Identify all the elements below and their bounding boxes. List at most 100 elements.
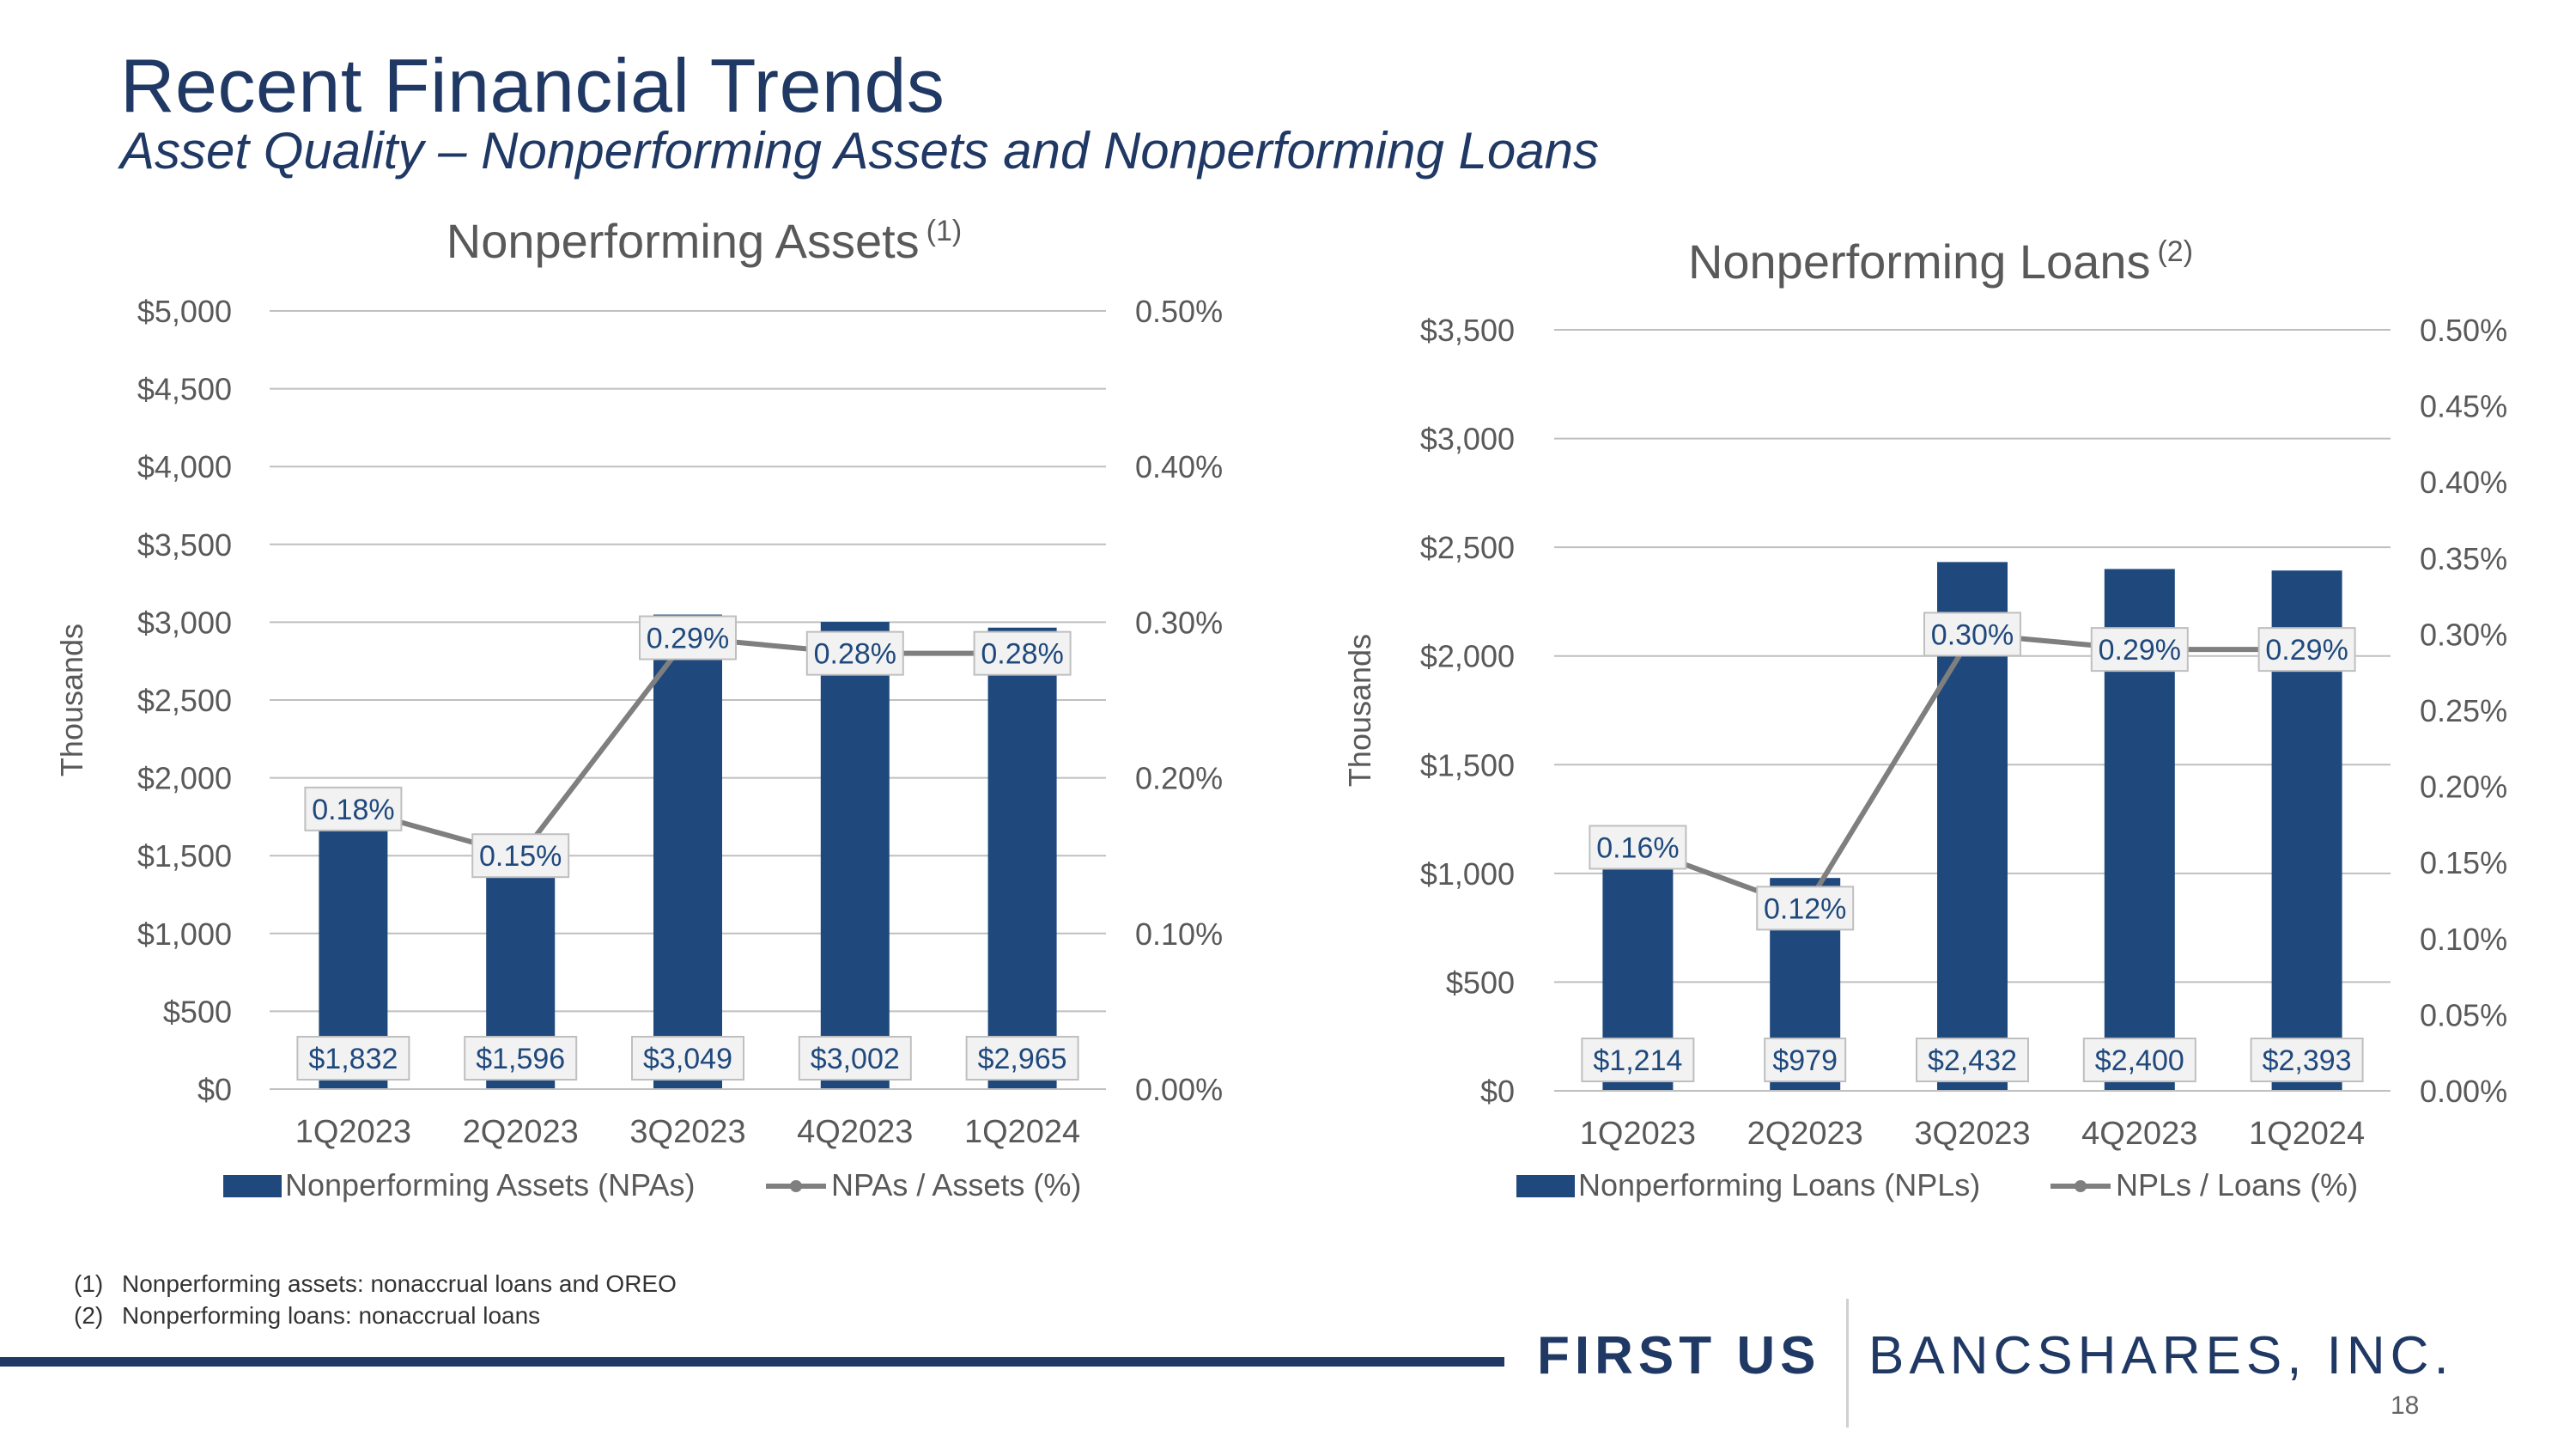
y-axis-title: Thousands <box>54 624 89 776</box>
y2-tick-label: 0.20% <box>1135 761 1223 796</box>
footnote-text: Nonperforming assets: nonaccrual loans a… <box>122 1270 677 1297</box>
y2-tick-label: 0.20% <box>2420 770 2507 805</box>
npa-chart: Nonperforming Assets (1) $0 $500 $1,000 $1,50… <box>54 214 1223 1202</box>
y-tick-label: $3,500 <box>1420 313 1515 348</box>
npl-chart: Nonperforming Loans (2) $0 $500 $1,000 $1,500… <box>1342 234 2507 1202</box>
y2-tick-label: 0.10% <box>2420 922 2507 957</box>
legend-line-marker <box>2075 1180 2087 1192</box>
ratio-data-label: 0.15% <box>479 840 562 873</box>
y2-tick-label: 0.50% <box>1135 294 1223 329</box>
bar <box>987 627 1057 1089</box>
y-tick-label: $1,000 <box>1420 856 1515 892</box>
x-tick-label: 4Q2023 <box>2081 1116 2197 1152</box>
chart-title-note: (1) <box>927 215 963 247</box>
y-tick-label: $500 <box>163 994 232 1029</box>
y2-tick-label: 0.45% <box>2420 389 2507 424</box>
bar-data-label-box <box>2082 1038 2196 1082</box>
y-tick-label: $2,000 <box>137 761 232 796</box>
chart-title: Nonperforming Assets (1) <box>447 214 962 268</box>
bar-data-label: $3,002 <box>811 1043 900 1075</box>
footnotes: (1) Nonperforming assets: nonaccrual loan… <box>74 1268 677 1331</box>
logo-separator <box>1846 1299 1849 1428</box>
bar-data-label-box <box>2250 1038 2364 1082</box>
bar-data-label-box <box>1764 1038 1847 1082</box>
bar-data-label-box <box>464 1036 578 1081</box>
ratio-data-label: 0.28% <box>814 638 896 671</box>
y2-tick-label: 0.30% <box>2420 617 2507 652</box>
y2-tick-label: 0.30% <box>1135 605 1223 640</box>
chart-title-note: (2) <box>2157 235 2193 268</box>
legend-bar-label: Nonperforming Assets (NPAs) <box>285 1167 696 1202</box>
ratio-data-label-box <box>805 630 904 676</box>
bar-data-label: $2,400 <box>2095 1044 2184 1077</box>
legend-line-marker <box>790 1180 802 1192</box>
y2-tick-label: 0.50% <box>2420 313 2507 348</box>
footnote-1: (1) Nonperforming assets: nonaccrual loan… <box>74 1268 677 1300</box>
y-tick-label: $2,500 <box>1420 530 1515 565</box>
bar-data-label-box <box>1581 1038 1695 1082</box>
y-tick-label: $1,500 <box>1420 747 1515 782</box>
ratio-data-label: 0.18% <box>312 794 394 826</box>
y2-tick-label: 0.40% <box>1135 449 1223 484</box>
chart-title: Nonperforming Loans (2) <box>1688 234 2193 289</box>
chart-title-text: Nonperforming Assets <box>447 214 920 268</box>
y2-tick-label: 0.10% <box>1135 916 1223 952</box>
page-number: 18 <box>2391 1391 2420 1420</box>
bar-data-label-box <box>296 1036 410 1081</box>
x-tick-label: 2Q2023 <box>1747 1116 1863 1152</box>
y2-tick-label: 0.00% <box>2420 1074 2507 1109</box>
x-tick-label: 4Q2023 <box>797 1114 913 1150</box>
bar-data-label-box <box>965 1036 1079 1081</box>
y-tick-label: $1,500 <box>137 838 232 874</box>
legend-line-label: NPAs / Assets (%) <box>831 1167 1081 1202</box>
y-tick-label: $4,500 <box>137 372 232 407</box>
y2-tick-label: 0.35% <box>2420 541 2507 576</box>
ratio-data-label-box <box>639 615 737 661</box>
y-axis-title: Thousands <box>1342 634 1377 787</box>
y-tick-label: $2,500 <box>137 683 232 718</box>
bar <box>820 622 890 1089</box>
page-title: Recent Financial Trends <box>120 43 945 128</box>
chart-title-text: Nonperforming Loans <box>1688 234 2151 289</box>
y2-tick-label: 0.15% <box>2420 845 2507 880</box>
bar-data-label-box <box>631 1036 744 1081</box>
legend-bar-swatch <box>1516 1175 1575 1197</box>
ratio-data-label: 0.29% <box>647 623 729 655</box>
logo-bancshares: BANCSHARES, INC. <box>1868 1326 2454 1385</box>
ratio-data-label: 0.29% <box>2265 634 2348 667</box>
bar-data-label-box <box>798 1036 912 1081</box>
ratio-data-label-box <box>304 786 403 831</box>
y2-tick-label: 0.00% <box>1135 1072 1223 1107</box>
bar-data-label: $2,393 <box>2263 1044 2352 1077</box>
x-tick-label: 3Q2023 <box>1914 1116 2030 1152</box>
footnote-number: (1) <box>74 1270 104 1297</box>
y-tick-label: $3,000 <box>137 605 232 640</box>
x-tick-label: 3Q2023 <box>629 1114 745 1150</box>
y-tick-label: $4,000 <box>137 449 232 484</box>
legend-bar-swatch <box>223 1175 282 1197</box>
bar-data-label: $2,965 <box>978 1043 1067 1075</box>
y-tick-label: $0 <box>197 1072 232 1107</box>
x-tick-label: 1Q2023 <box>1580 1116 1696 1152</box>
ratio-data-label-box <box>2090 627 2189 673</box>
y-tick-label: $3,000 <box>1420 422 1515 457</box>
y-tick-label: $3,500 <box>137 527 232 563</box>
legend-bar-label: Nonperforming Loans (NPLs) <box>1578 1167 1980 1202</box>
logo-first-us: FIRST US <box>1537 1326 1821 1385</box>
ratio-data-label-box <box>1756 886 1855 931</box>
ratio-data-label: 0.16% <box>1596 831 1679 864</box>
ratio-data-label-box <box>973 630 1072 676</box>
bar-data-label: $3,049 <box>643 1043 732 1075</box>
legend-line-label: NPLs / Loans (%) <box>2116 1167 2358 1202</box>
bar-data-label: $979 <box>1772 1044 1838 1077</box>
y2-tick-label: 0.25% <box>2420 693 2507 728</box>
x-tick-label: 1Q2024 <box>964 1114 1080 1150</box>
y-tick-label: $1,000 <box>137 916 232 952</box>
bar <box>653 614 722 1089</box>
x-tick-label: 1Q2023 <box>295 1114 411 1150</box>
y-tick-label: $2,000 <box>1420 639 1515 674</box>
bottom-rule <box>0 1357 1504 1367</box>
x-tick-label: 2Q2023 <box>463 1114 579 1150</box>
ratio-data-label: 0.12% <box>1764 892 1846 925</box>
footnote-text: Nonperforming loans: nonaccrual loans <box>122 1302 541 1329</box>
